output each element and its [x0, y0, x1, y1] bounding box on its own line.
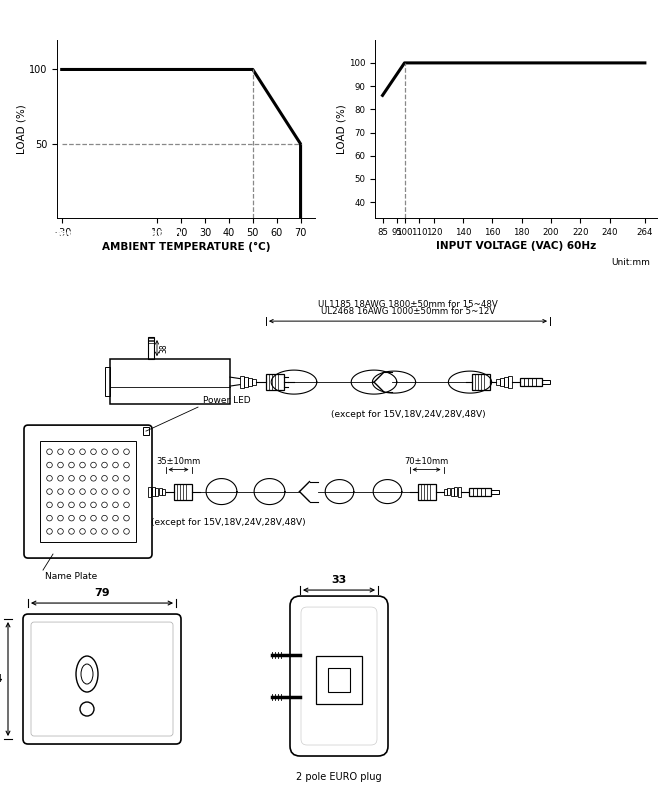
Bar — [266, 374, 284, 390]
Bar — [328, 668, 350, 692]
Text: UL1185 18AWG 1800±50mm for 15~48V: UL1185 18AWG 1800±50mm for 15~48V — [318, 300, 498, 309]
Y-axis label: LOAD (%): LOAD (%) — [16, 104, 26, 154]
Text: 70±10mm: 70±10mm — [405, 457, 449, 465]
Y-axis label: LOAD (%): LOAD (%) — [336, 104, 346, 154]
Text: Mechanical Specification: Mechanical Specification — [27, 229, 182, 239]
Bar — [450, 488, 454, 495]
Bar — [472, 374, 490, 390]
Bar — [11, 226, 23, 243]
Bar — [248, 378, 251, 386]
Bar — [417, 484, 436, 499]
Bar — [316, 656, 362, 704]
Text: 54: 54 — [0, 674, 3, 684]
Bar — [148, 337, 154, 359]
Bar — [458, 487, 460, 496]
Text: (except for 15V,18V,24V,28V,48V): (except for 15V,18V,24V,28V,48V) — [151, 518, 306, 526]
Bar — [11, 11, 27, 29]
Bar — [447, 488, 450, 495]
Bar — [174, 484, 192, 499]
X-axis label: INPUT VOLTAGE (VAC) 60Hz: INPUT VOLTAGE (VAC) 60Hz — [436, 241, 596, 251]
Bar — [162, 488, 165, 495]
Bar — [496, 379, 500, 385]
Text: Name Plate: Name Plate — [45, 572, 97, 581]
Bar — [252, 379, 255, 385]
Text: UL2468 16AWG 1000±50mm for 5~12V: UL2468 16AWG 1000±50mm for 5~12V — [321, 307, 495, 316]
Text: 38: 38 — [159, 343, 168, 353]
Text: Derating Curve: Derating Curve — [32, 15, 127, 25]
Text: (except for 15V,18V,24V,28V,48V): (except for 15V,18V,24V,28V,48V) — [331, 410, 485, 419]
Bar — [469, 488, 491, 495]
Bar — [143, 427, 149, 435]
Bar — [155, 488, 158, 495]
Text: Unit:mm: Unit:mm — [611, 258, 650, 267]
Text: 79: 79 — [94, 588, 110, 598]
Bar — [542, 380, 550, 384]
Bar — [244, 377, 247, 387]
Bar — [159, 488, 161, 495]
Bar — [151, 487, 155, 496]
Bar — [520, 378, 542, 386]
Bar — [491, 490, 499, 494]
Bar — [444, 488, 446, 495]
Text: 2 pole EURO plug: 2 pole EURO plug — [296, 772, 382, 782]
Bar — [110, 359, 230, 404]
Bar — [341, 11, 356, 29]
Bar — [500, 378, 503, 386]
Text: Power LED: Power LED — [203, 396, 251, 405]
X-axis label: AMBIENT TEMPERATURE (°C): AMBIENT TEMPERATURE (°C) — [102, 242, 270, 252]
Bar — [240, 376, 243, 388]
Bar — [504, 377, 507, 387]
Text: 33: 33 — [332, 575, 346, 585]
Bar — [148, 487, 151, 496]
Text: 35±10mm: 35±10mm — [156, 457, 200, 465]
Bar — [105, 367, 110, 396]
Bar — [454, 487, 457, 496]
Bar — [508, 376, 511, 388]
Text: Static Characteristics: Static Characteristics — [362, 15, 496, 25]
Bar — [40, 441, 136, 542]
